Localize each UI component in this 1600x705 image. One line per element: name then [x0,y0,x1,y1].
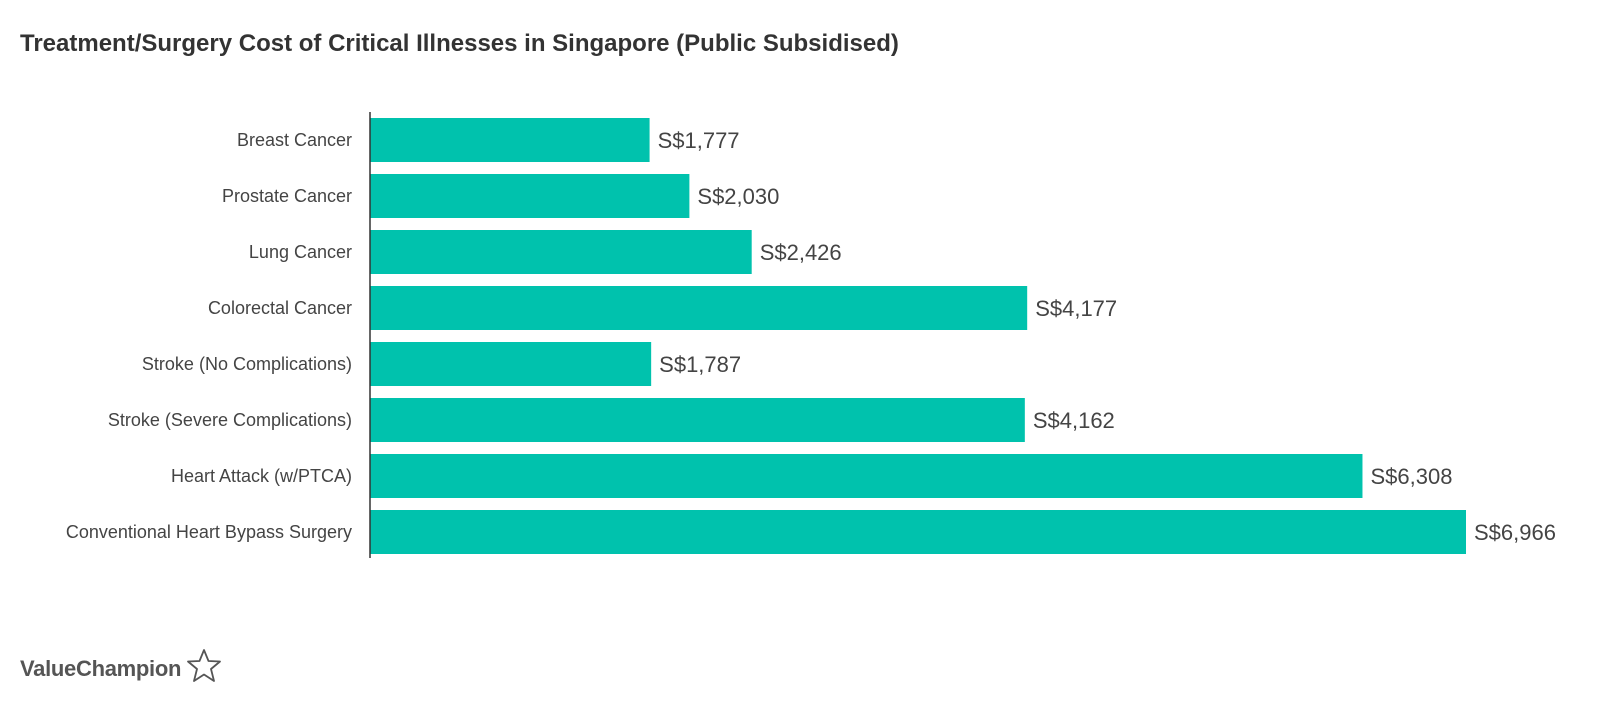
star-outline-icon [185,648,223,689]
chart-title: Treatment/Surgery Cost of Critical Illne… [20,30,899,57]
category-label: Stroke (Severe Complications) [108,410,352,430]
value-label: S$6,308 [1370,464,1452,489]
bar [370,286,1028,330]
category-label: Lung Cancer [249,242,352,262]
bar [370,342,652,386]
value-label: S$2,030 [697,184,779,209]
brand-logo: ValueChampion [20,648,223,689]
value-label: S$4,162 [1033,408,1115,433]
value-label: S$1,777 [658,128,740,153]
bar [370,510,1466,554]
bar [370,454,1363,498]
category-label: Conventional Heart Bypass Surgery [66,522,352,542]
value-label: S$1,787 [659,352,741,377]
category-label: Prostate Cancer [222,186,352,206]
value-label: S$4,177 [1035,296,1117,321]
bar [370,230,752,274]
category-label: Heart Attack (w/PTCA) [171,466,352,486]
category-label: Colorectal Cancer [208,298,352,318]
category-label: Breast Cancer [237,130,352,150]
bars-group: Breast Cancer S$1,777 Prostate Cancer S$2,0… [66,118,1556,554]
value-label: S$6,966 [1474,520,1556,545]
bar [370,398,1025,442]
category-label: Stroke (No Complications) [142,354,352,374]
bar [370,174,690,218]
bar [370,118,650,162]
brand-name: ValueChampion [20,655,182,681]
value-label: S$2,426 [760,240,842,265]
